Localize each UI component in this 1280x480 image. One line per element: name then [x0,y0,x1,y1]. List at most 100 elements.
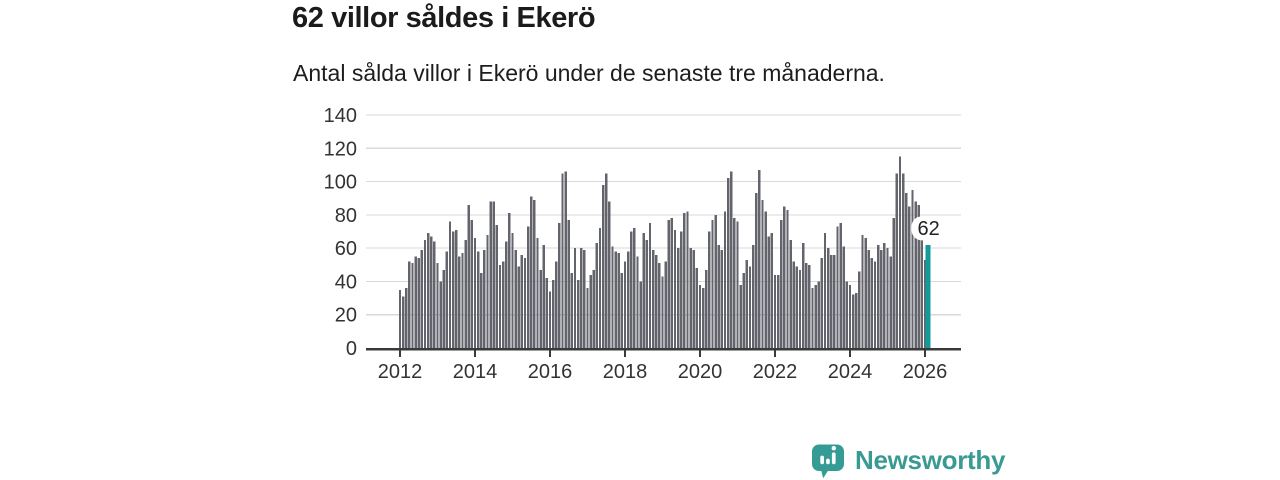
bar-month-108 [736,221,739,348]
bar-month-69 [614,251,617,348]
bar-month-134 [817,281,820,348]
x-tick-label-2026: 2026 [903,361,948,383]
bar-month-153 [876,244,880,348]
bar-month-10 [430,236,433,348]
bar-month-31 [495,224,499,348]
bar-month-7 [420,249,424,348]
bar-month-84 [661,276,664,348]
bar-month-118 [767,236,770,348]
bar-month-164 [911,189,914,348]
bar-month-24 [473,238,477,348]
bar-month-162 [905,193,908,348]
bar-month-14 [442,269,445,348]
bar-month-137 [826,248,830,348]
bar-month-81 [651,249,655,348]
bar-month-56 [573,248,577,348]
x-tick-label-2024: 2024 [828,361,873,383]
bar-month-145 [851,294,855,348]
bar-month-100 [711,219,714,348]
x-tick-label-2020: 2020 [678,361,723,383]
bar-month-4 [411,263,414,348]
bar-month-141 [839,223,842,348]
bar-month-62 [592,269,595,348]
bar-month-133 [814,284,817,348]
bar-month-165 [914,201,917,348]
bar-month-123 [783,206,786,348]
bar-month-147 [858,271,861,348]
bar-month-51 [558,223,561,348]
y-tick-label-0: 0 [346,338,357,360]
bar-month-65 [601,184,605,348]
bar-month-130 [805,263,808,348]
bar-month-106 [730,171,733,348]
bar-month-43 [533,199,536,348]
bar-month-5 [414,256,417,348]
chart-subtitle: Antal sålda villor i Ekerö under de sena… [293,60,885,86]
bar-month-124 [786,209,789,348]
highlight-bar-current-period [925,244,931,348]
bar-month-48 [548,291,552,348]
y-tick-label-60: 60 [335,238,357,260]
bar-month-155 [883,243,886,348]
bar-month-15 [445,251,449,348]
chart-title: 62 villor såldes i Ekerö [292,2,596,34]
bar-month-122 [780,219,783,348]
bar-month-60 [586,288,589,348]
bar-month-49 [551,279,555,348]
exclamation-dot [831,445,836,450]
bar-month-47 [545,278,549,348]
bar-month-148 [861,234,864,348]
bar-month-115 [758,169,761,348]
bar-month-127 [795,266,799,348]
bar-month-131 [808,264,811,348]
bar-month-33 [501,261,505,348]
bar-month-149 [864,238,867,348]
x-tick-label-2012: 2012 [378,361,423,383]
bar-month-119 [770,233,774,348]
bar-month-102 [717,244,720,348]
bar-month-89 [676,248,680,348]
bar-month-92 [686,211,689,348]
bar-month-23 [470,219,474,348]
bar-month-61 [589,274,592,348]
bar-month-97 [701,288,705,348]
bar-month-166 [917,204,920,348]
bar-month-57 [576,279,580,348]
newsworthy-wordmark: Newsworthy [855,444,1006,475]
bar-month-93 [689,248,692,348]
bar-month-72 [623,261,627,348]
bar-month-59 [583,249,586,348]
bar-month-9 [426,233,430,348]
bar-month-139 [833,254,836,348]
bar-month-101 [714,214,717,348]
bar-month-53 [564,171,567,348]
bar-month-11 [433,241,436,348]
bar-month-64 [598,228,602,348]
bar-month-80 [648,223,652,348]
bar-month-58 [580,248,583,348]
bar-month-117 [764,211,767,348]
bar-month-112 [748,266,752,348]
bar-month-138 [830,254,833,348]
newsworthy-logo[interactable]: Newsworthy [810,440,1005,480]
bar-month-90 [680,231,683,348]
bar-month-121 [776,274,780,348]
bar-month-103 [720,249,724,348]
y-tick-label-120: 120 [324,138,357,160]
bar-month-91 [683,213,686,348]
bar-month-74 [630,231,633,348]
bar-month-27 [483,249,486,348]
bar-month-140 [836,226,839,348]
bar-month-87 [670,218,674,348]
bar-month-66 [605,173,608,348]
bar-month-6 [417,258,420,348]
bar-month-85 [664,261,667,348]
bar-month-75 [633,228,636,348]
bar-month-157 [889,256,892,348]
bar-month-111 [745,259,749,348]
bar-month-154 [880,249,883,348]
bar-month-25 [476,251,480,348]
y-tick-label-80: 80 [335,205,357,227]
bar-month-41 [526,226,530,348]
